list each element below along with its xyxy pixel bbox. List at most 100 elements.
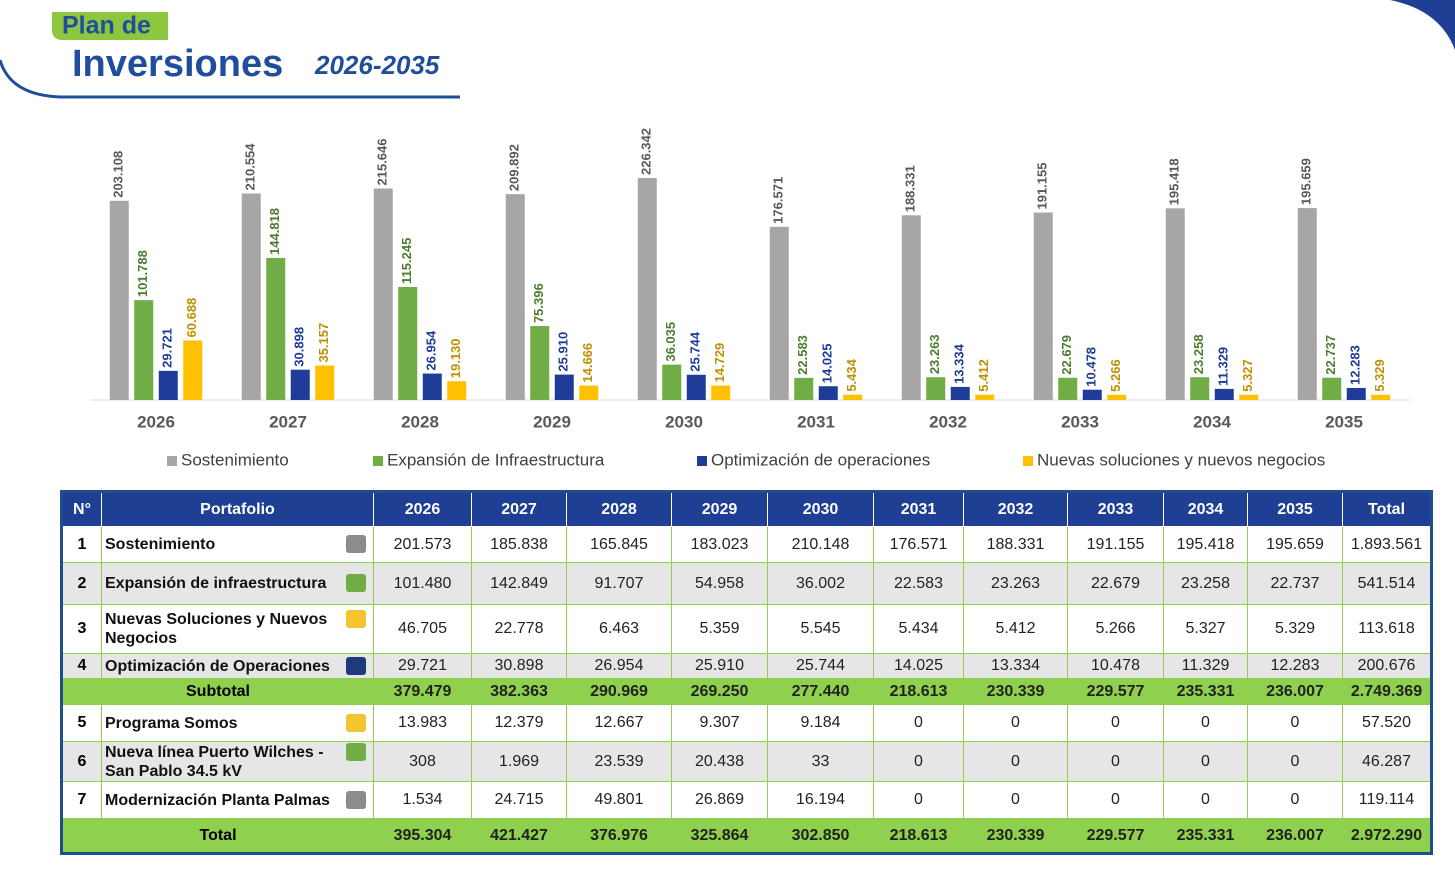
data-row: 2 Expansión de infraestructura 101.480 142.… <box>61 562 1432 605</box>
value-label: 22.679 <box>1059 335 1074 375</box>
value-cell: 23.263 <box>963 562 1068 605</box>
value-cell: 10.478 <box>1067 653 1164 679</box>
value-label: 210.554 <box>243 143 258 191</box>
header-cell: Portafolio <box>101 491 374 527</box>
investment-table: N° Portafolio 2026 2027 2028 2029 2030 2031 2032… <box>60 490 1433 855</box>
x-tick-label: 2034 <box>1193 412 1231 431</box>
value-cell: 22.778 <box>471 604 567 654</box>
value-cell: 218.613 <box>873 678 964 705</box>
bar <box>290 369 310 400</box>
color-swatch <box>346 656 366 675</box>
value-label: 215.646 <box>375 138 390 185</box>
value-cell: 325.864 <box>671 818 768 854</box>
value-cell: 218.613 <box>873 818 964 854</box>
value-cell: 165.845 <box>566 526 672 563</box>
value-label: 35.157 <box>316 323 331 363</box>
value-cell: 376.976 <box>566 818 672 854</box>
slide-graphics: Plan de Inversiones 2026-2035 2026 203.10… <box>0 0 1455 469</box>
bar <box>109 200 129 400</box>
value-label: 26.954 <box>424 330 439 371</box>
value-cell: 236.007 <box>1247 818 1343 854</box>
color-swatch <box>346 713 366 732</box>
value-label: 14.666 <box>580 343 595 383</box>
header-cell: 2032 <box>963 491 1068 527</box>
color-swatch <box>346 535 366 553</box>
value-label: 195.418 <box>1167 158 1182 205</box>
header-line <box>0 59 460 99</box>
value-cell: 0 <box>873 781 964 819</box>
portfolio-text: Expansión de infraestructura <box>105 575 327 592</box>
value-label: 12.283 <box>1348 345 1363 385</box>
value-cell: 24.715 <box>471 781 567 819</box>
value-cell: 421.427 <box>471 818 567 854</box>
x-tick-label: 2032 <box>929 412 967 431</box>
header-period: 2026-2035 <box>314 50 440 80</box>
header-cell: 2030 <box>767 491 874 527</box>
bar <box>975 394 995 400</box>
value-cell: 230.339 <box>963 678 1068 705</box>
value-label: 176.571 <box>771 177 786 224</box>
portfolio-text: Nueva línea Puerto Wilches - San Pablo 3… <box>105 743 324 780</box>
header-cell: Total <box>1342 491 1432 527</box>
bar <box>241 193 261 400</box>
x-tick-label: 2029 <box>533 412 571 431</box>
data-row: 3 Nuevas Soluciones y Nuevos Negocios 46.7… <box>61 604 1432 654</box>
value-label: 23.258 <box>1191 334 1206 374</box>
row-number: 3 <box>61 604 102 654</box>
x-tick-label: 2033 <box>1061 412 1099 431</box>
color-swatch <box>346 790 366 809</box>
header-row: N° Portafolio 2026 2027 2028 2029 2030 2031 2032… <box>61 491 1432 527</box>
value-cell: 5.327 <box>1163 604 1248 654</box>
value-cell: 29.721 <box>373 653 472 679</box>
value-cell: 395.304 <box>373 818 472 854</box>
value-cell: 14.025 <box>873 653 964 679</box>
bar <box>422 373 442 400</box>
data-row: 1 Sostenimiento 201.573 185.838 165.845 183.0… <box>61 526 1432 563</box>
bar <box>662 364 682 400</box>
bar <box>637 178 657 400</box>
value-cell: 13.983 <box>373 704 472 742</box>
value-cell: 5.266 <box>1067 604 1164 654</box>
value-cell: 12.667 <box>566 704 672 742</box>
bar <box>266 257 286 400</box>
x-tick-label: 2035 <box>1325 412 1363 431</box>
data-row: 7 Modernización Planta Palmas 1.534 24.715 4… <box>61 781 1432 819</box>
value-label: 29.721 <box>160 328 175 368</box>
bar <box>315 365 335 400</box>
value-label: 13.334 <box>952 343 967 384</box>
data-row: 6 Nueva línea Puerto Wilches - San Pablo … <box>61 741 1432 782</box>
header-title: Inversiones <box>72 43 283 85</box>
header-cell: 2026 <box>373 491 472 527</box>
value-cell: 382.363 <box>471 678 567 705</box>
value-cell: 33 <box>767 741 874 782</box>
value-cell: 302.850 <box>767 818 874 854</box>
value-label: 115.245 <box>399 238 414 284</box>
data-row: 4 Optimización de Operaciones 29.721 30.898… <box>61 653 1432 679</box>
value-cell: 235.331 <box>1163 678 1248 705</box>
bar <box>843 394 863 400</box>
value-label: 195.659 <box>1299 158 1314 205</box>
value-cell: 5.434 <box>873 604 964 654</box>
value-cell: 25.744 <box>767 653 874 679</box>
summary-row: Total 395.304 421.427 376.976 325.864 302.850… <box>61 818 1432 854</box>
value-cell: 26.954 <box>566 653 672 679</box>
legend-swatch <box>167 456 177 466</box>
bar <box>373 188 393 400</box>
value-cell: 236.007 <box>1247 678 1343 705</box>
bar <box>1107 394 1127 400</box>
value-cell: 230.339 <box>963 818 1068 854</box>
value-label: 191.155 <box>1035 163 1050 210</box>
bar <box>1058 377 1078 400</box>
value-cell: 9.184 <box>767 704 874 742</box>
row-number: 2 <box>61 562 102 605</box>
value-cell: 0 <box>1163 704 1248 742</box>
header-cell: 2031 <box>873 491 964 527</box>
value-cell: 23.258 <box>1163 562 1248 605</box>
value-cell: 2.972.290 <box>1342 818 1432 854</box>
portfolio-text: Programa Somos <box>105 714 238 732</box>
value-cell: 46.705 <box>373 604 472 654</box>
value-cell: 5.545 <box>767 604 874 654</box>
value-cell: 210.148 <box>767 526 874 563</box>
value-cell: 0 <box>963 741 1068 782</box>
